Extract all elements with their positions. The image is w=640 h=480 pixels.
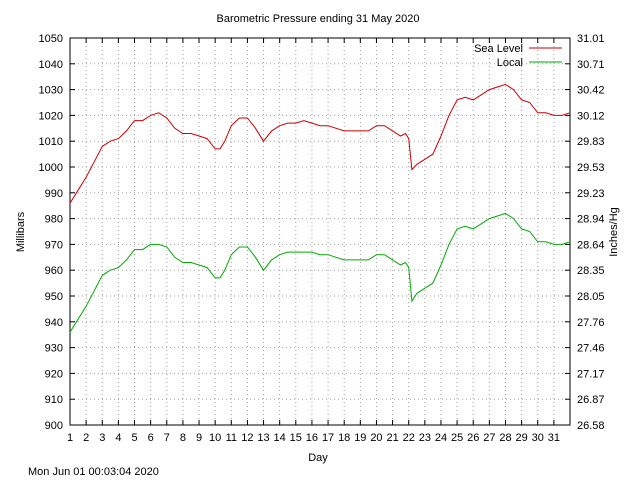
y-tick-labels: 900 910 920 930 940 950 960 970 980 990 1000 1010 10… — [39, 33, 63, 432]
grid-lines — [70, 38, 570, 425]
y2-tick-label: 27.17 — [577, 368, 605, 380]
x-tick-label: 27 — [483, 432, 495, 444]
x-tick-label: 13 — [257, 432, 269, 444]
x-tick-label: 19 — [354, 432, 366, 444]
x-tick-label: 25 — [451, 432, 463, 444]
y-tick-label: 1050 — [39, 33, 63, 45]
y2-tick-label: 31.01 — [577, 33, 605, 45]
y2-tick-label: 26.87 — [577, 394, 605, 406]
x-tick-label: 8 — [180, 432, 186, 444]
y-axis-label: Millibars — [15, 211, 27, 252]
series-sea-level — [69, 83, 571, 204]
x-axis-label: Day — [308, 452, 328, 464]
x-tick-label: 30 — [532, 432, 544, 444]
x-tick-label: 28 — [499, 432, 511, 444]
y2-tick-labels: 26.58 26.87 27.17 27.46 27.76 28.05 28.35 28.64… — [577, 33, 605, 432]
legend-label-sea-level: Sea Level — [474, 43, 523, 55]
y2-tick-label: 29.83 — [577, 136, 605, 148]
x-tick-label: 23 — [419, 432, 431, 444]
legend: Sea Level Local — [474, 43, 562, 69]
x-tick-label: 16 — [306, 432, 318, 444]
y-tick-label: 1020 — [39, 110, 63, 122]
x-tick-labels: 1 2 3 4 5 6 7 8 9 10 11 12 13 14 15 16 17 18 19 20 21 22 23 24 2… — [67, 432, 560, 444]
x-tick-label: 14 — [274, 432, 286, 444]
x-tick-label: 3 — [99, 432, 105, 444]
y2-axis-label: Inches/Hg — [608, 207, 620, 257]
x-tick-label: 24 — [435, 432, 447, 444]
y-tick-label: 930 — [45, 343, 63, 355]
y2-tick-label: 30.42 — [577, 85, 605, 97]
y-tick-label: 1030 — [39, 85, 63, 97]
timestamp-footer: Mon Jun 01 00:03:04 2020 — [28, 466, 159, 478]
y-tick-label: 950 — [45, 291, 63, 303]
y2-tick-label: 30.71 — [577, 59, 605, 71]
x-tick-label: 4 — [115, 432, 121, 444]
x-tick-label: 5 — [131, 432, 137, 444]
y-tick-label: 980 — [45, 214, 63, 226]
x-tick-label: 9 — [196, 432, 202, 444]
y-tick-label: 1000 — [39, 162, 63, 174]
x-tick-label: 22 — [403, 432, 415, 444]
x-tick-label: 10 — [209, 432, 221, 444]
x-tick-label: 6 — [148, 432, 154, 444]
y2-tick-label: 28.05 — [577, 291, 605, 303]
x-tick-label: 18 — [338, 432, 350, 444]
x-tick-label: 17 — [322, 432, 334, 444]
x-tick-label: 11 — [226, 432, 237, 444]
x-tick-label: 2 — [83, 432, 89, 444]
y2-tick-label: 27.46 — [577, 343, 605, 355]
y-tick-label: 940 — [45, 317, 63, 329]
series-local — [69, 212, 571, 333]
x-tick-label: 21 — [386, 432, 398, 444]
y2-tick-label: 28.35 — [577, 265, 605, 277]
y2-tick-label: 28.94 — [577, 214, 605, 226]
x-tick-label: 15 — [290, 432, 302, 444]
x-tick-label: 20 — [370, 432, 382, 444]
series-lines — [69, 83, 571, 333]
y-tick-label: 900 — [45, 420, 63, 432]
legend-label-local: Local — [497, 57, 523, 69]
x-tick-label: 26 — [467, 432, 479, 444]
x-tick-label: 29 — [515, 432, 527, 444]
y-tick-label: 970 — [45, 239, 63, 251]
axis-ticks — [69, 37, 570, 426]
y2-tick-label: 27.76 — [577, 317, 605, 329]
y-tick-label: 990 — [45, 188, 63, 200]
y2-tick-label: 29.53 — [577, 162, 605, 174]
y-tick-label: 1010 — [39, 136, 63, 148]
x-tick-label: 12 — [241, 432, 253, 444]
y2-tick-label: 28.64 — [577, 239, 605, 251]
y-tick-label: 960 — [45, 265, 63, 277]
x-tick-label: 31 — [548, 432, 560, 444]
plot-frame — [69, 37, 571, 426]
y-tick-label: 910 — [45, 394, 63, 406]
x-tick-label: 7 — [164, 432, 170, 444]
y2-tick-label: 26.58 — [577, 420, 605, 432]
y2-tick-label: 29.23 — [577, 188, 605, 200]
x-tick-label: 1 — [67, 432, 73, 444]
chart-title: Barometric Pressure ending 31 May 2020 — [217, 13, 420, 25]
y-tick-label: 920 — [45, 368, 63, 380]
y2-tick-label: 30.12 — [577, 110, 605, 122]
y-tick-label: 1040 — [39, 59, 63, 71]
